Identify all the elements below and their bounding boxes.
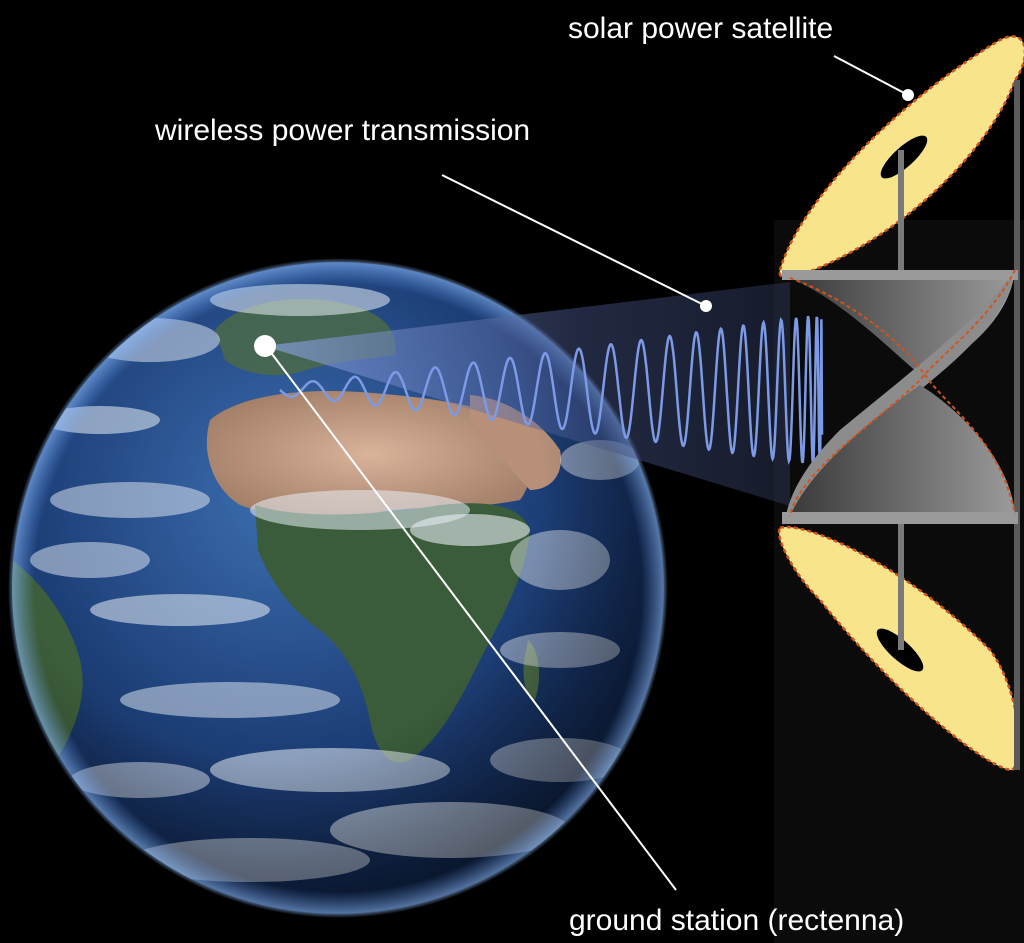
reflector-band-bottom <box>782 512 1018 524</box>
marker-ground-station <box>254 335 276 357</box>
label-ground-station: ground station (rectenna) <box>569 904 904 937</box>
reflector-lower <box>790 385 1015 516</box>
beam-cone <box>264 282 790 506</box>
reflector-outline-2 <box>789 269 1016 517</box>
reflector-outline <box>789 277 1016 515</box>
microwave-beam <box>264 282 824 506</box>
annotations <box>254 55 914 891</box>
leader-satellite <box>833 55 909 96</box>
mast-top <box>898 150 904 270</box>
label-wireless-power-transmission: wireless power transmission <box>154 114 530 147</box>
label-solar-power-satellite: solar power satellite <box>568 12 833 45</box>
marker-transmission <box>700 300 712 312</box>
leader-transmission <box>441 174 707 307</box>
leader-ground-station <box>265 345 677 891</box>
marker-satellite <box>902 89 914 101</box>
reflector-band-top <box>782 270 1018 280</box>
spine-right <box>1014 80 1020 770</box>
solar-power-satellite <box>777 35 1024 772</box>
mast-bottom <box>898 520 904 650</box>
beam-wave <box>279 315 824 465</box>
